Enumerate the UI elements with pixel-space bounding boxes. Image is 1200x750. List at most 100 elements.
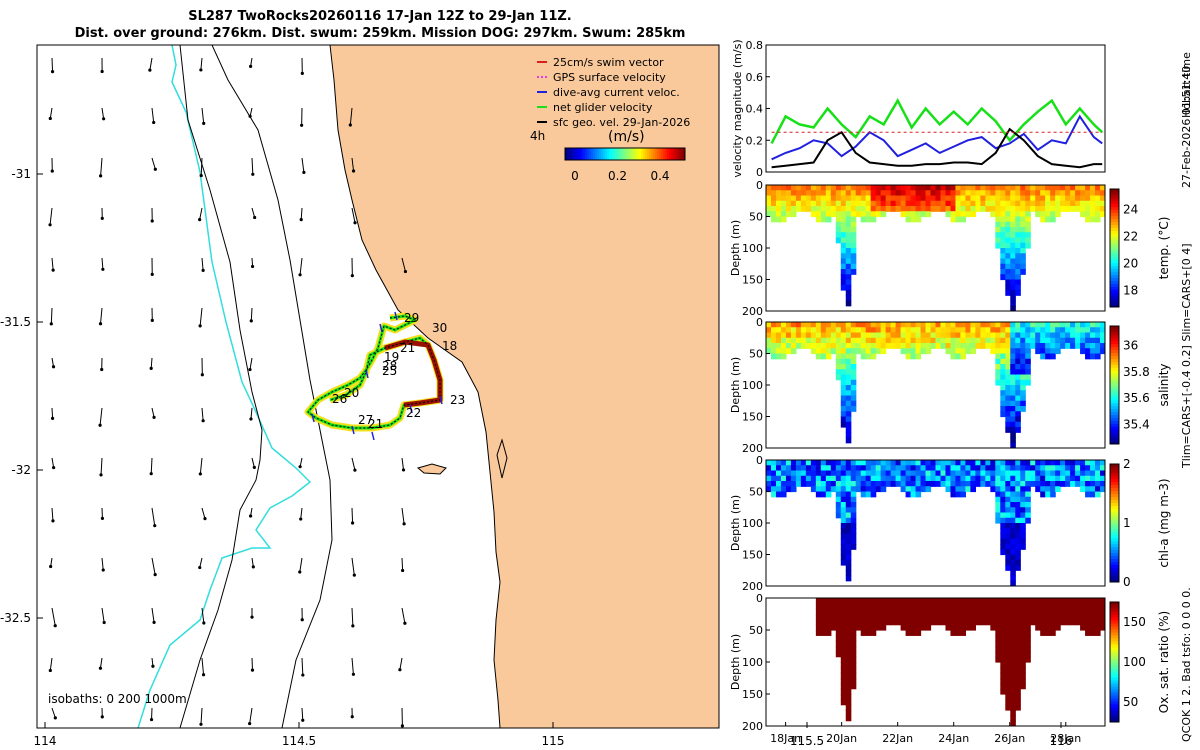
section-cell xyxy=(1005,523,1011,529)
section-cell xyxy=(1010,290,1016,296)
section-cell xyxy=(965,348,971,355)
section-cell xyxy=(960,486,967,493)
section-cell xyxy=(810,475,817,482)
section-cell xyxy=(995,364,1001,370)
section-cell xyxy=(985,195,991,202)
section-cell xyxy=(835,635,842,642)
section-cell xyxy=(850,242,857,249)
section-cell xyxy=(1005,699,1011,706)
section-ylabel: Depth (m) xyxy=(729,357,742,413)
section-cell xyxy=(1010,710,1016,716)
section-cell xyxy=(915,332,922,339)
section-cell xyxy=(1070,465,1076,472)
section-cell xyxy=(930,460,937,466)
section-y-tick-label: 200 xyxy=(742,305,763,318)
section-cell xyxy=(885,190,892,197)
section-cell xyxy=(1085,343,1091,349)
section-cell xyxy=(965,624,971,631)
section-cell xyxy=(840,554,847,561)
section-cell xyxy=(1010,442,1016,448)
section-cell xyxy=(770,211,777,218)
section-cell xyxy=(965,608,971,615)
section-cell xyxy=(910,322,917,328)
section-cell xyxy=(965,195,971,202)
section-cell xyxy=(1020,646,1026,652)
section-cell xyxy=(850,538,857,545)
section-cell xyxy=(840,470,847,477)
section-cell xyxy=(1010,598,1016,604)
section-cell xyxy=(1050,327,1056,334)
section-cell xyxy=(920,327,927,334)
section-cell xyxy=(1015,358,1021,365)
section-cell xyxy=(955,475,962,482)
colorbar-cell xyxy=(653,148,656,160)
section-cell xyxy=(840,411,847,418)
section-cell xyxy=(1075,332,1081,339)
section-cell xyxy=(840,416,847,423)
section-cell xyxy=(1085,332,1091,339)
section-cell xyxy=(825,614,832,620)
section-cell xyxy=(900,332,907,339)
section-cell xyxy=(985,190,991,197)
section-cell xyxy=(1010,699,1016,706)
section-cell xyxy=(840,672,847,679)
section-cell xyxy=(840,608,847,615)
section-cell xyxy=(1000,348,1006,355)
section-cell xyxy=(1030,470,1036,477)
section-cell xyxy=(1065,603,1071,610)
section-cell xyxy=(970,348,976,355)
legend-label: net glider velocity xyxy=(553,101,653,114)
section-cell xyxy=(905,343,912,349)
section-cell xyxy=(1070,470,1076,477)
section-cell xyxy=(920,624,927,631)
section-cell xyxy=(930,185,937,191)
velocity-arrow-head xyxy=(153,573,157,577)
section-cell xyxy=(845,269,852,275)
section-cell xyxy=(930,598,937,604)
section-cell xyxy=(1060,337,1066,344)
section-colorbar-cell xyxy=(1110,689,1119,693)
section-cell xyxy=(1035,619,1041,626)
section-cell xyxy=(1030,195,1036,202)
section-cell xyxy=(850,470,857,477)
section-cell xyxy=(790,206,797,212)
figure-title-line1: SL287 TwoRocks20260116 17-Jan 12Z to 29-… xyxy=(188,9,572,24)
section-cell xyxy=(855,624,862,631)
section-cell xyxy=(1010,640,1016,647)
section-colorbar-cell xyxy=(1110,611,1119,615)
velocity-arrow-head xyxy=(51,519,55,523)
section-cell xyxy=(840,486,847,493)
section-cell xyxy=(1025,486,1031,493)
section-cell xyxy=(1020,470,1026,477)
section-cell xyxy=(905,190,912,197)
section-cell xyxy=(985,206,991,212)
section-cell xyxy=(860,624,867,631)
section-colorbar-cell xyxy=(1110,218,1119,222)
section-cell xyxy=(1010,263,1016,270)
section-cell xyxy=(840,475,847,482)
section-cell xyxy=(1010,486,1016,493)
section-cell xyxy=(970,332,976,339)
section-cell xyxy=(970,598,976,604)
section-cell xyxy=(925,614,932,620)
colorbar-cell xyxy=(605,148,608,160)
section-cell xyxy=(835,491,842,498)
section-cell xyxy=(1060,460,1066,466)
section-cell xyxy=(1010,437,1016,444)
section-cell xyxy=(845,635,852,642)
colorbar-cell xyxy=(673,148,676,160)
section-cell xyxy=(895,470,902,477)
section-cell xyxy=(825,337,832,344)
section-cell xyxy=(965,614,971,620)
section-cell xyxy=(1015,379,1021,386)
section-cell xyxy=(840,646,847,652)
section-cell xyxy=(820,200,827,207)
section-cell xyxy=(1090,348,1096,355)
section-cell xyxy=(905,348,912,355)
colorbar-cell xyxy=(671,148,674,160)
day-label: 21 xyxy=(400,341,415,355)
section-cell xyxy=(825,619,832,626)
section-cell xyxy=(1000,656,1006,663)
section-cell xyxy=(1085,470,1091,477)
section-cell xyxy=(790,327,797,334)
